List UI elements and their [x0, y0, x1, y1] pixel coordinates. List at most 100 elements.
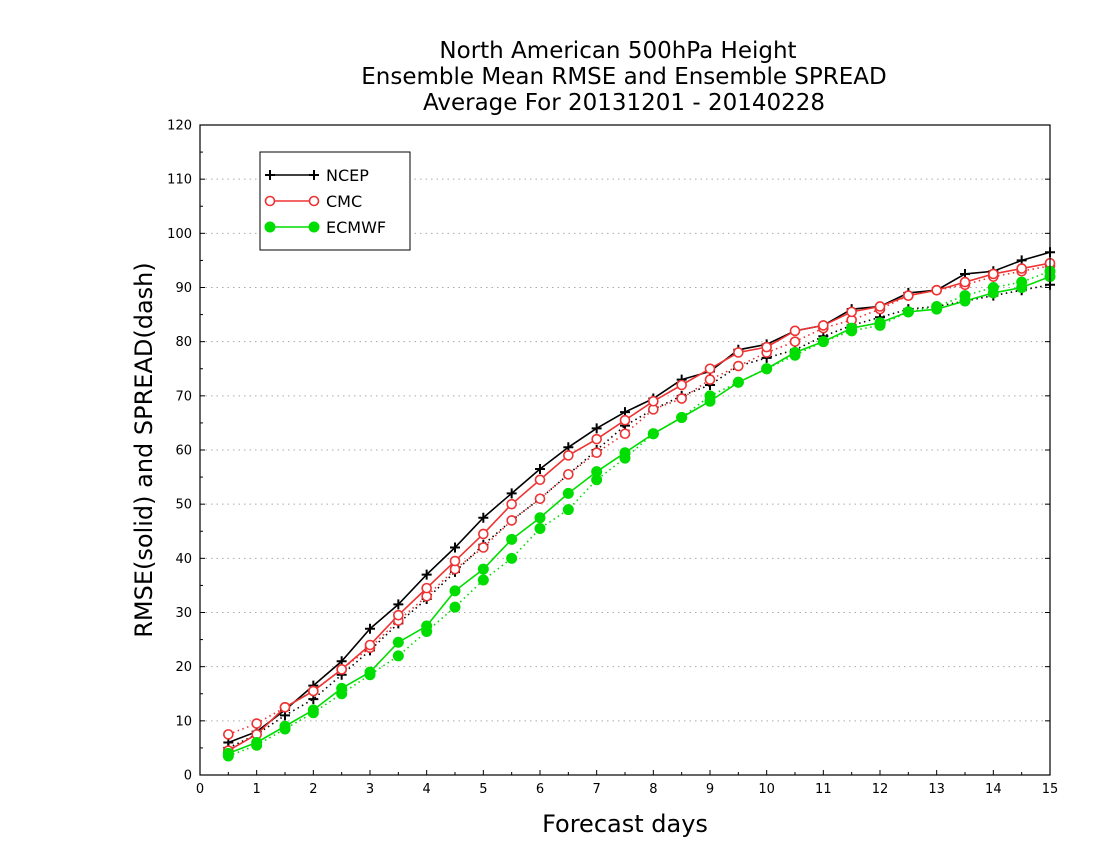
rmse-point-ecmwf: [676, 412, 688, 423]
y-tick-label: 20: [175, 660, 192, 675]
x-axis: 0 1 2 3 4 5 6 7 8 9 10 11 12 13 14 15: [196, 770, 1058, 797]
spread-point-cmc: [478, 542, 489, 553]
rmse-point-ecmwf: [392, 636, 404, 648]
rmse-line-ecmwf: [228, 275, 1051, 755]
rmse-point-cmc: [336, 664, 347, 675]
rmse-point-ecmwf: [1016, 282, 1028, 293]
y-tick-label: 60: [175, 444, 192, 459]
rmse-point-ecmwf: [534, 512, 546, 524]
rmse-point-cmc: [619, 414, 631, 426]
series-layer: [222, 247, 1056, 762]
rmse-point-cmc: [846, 306, 857, 318]
x-tick-label: 2: [309, 782, 317, 797]
rmse-point-ecmwf: [732, 376, 744, 388]
rmse-point-ecmwf: [449, 585, 461, 597]
spread-point-cmc: [676, 393, 687, 404]
legend-label-cmc: CMC: [326, 192, 362, 211]
legend-item-ecmwf: ECMWF: [264, 218, 386, 237]
rmse-point-ncep: [478, 512, 489, 523]
rmse-point-cmc: [931, 284, 942, 296]
series-ncep: [223, 247, 1055, 753]
rmse-point-ecmwf: [846, 322, 858, 334]
rmse-point-ecmwf: [477, 563, 489, 575]
rmse-point-ecmwf: [647, 428, 659, 440]
rmse-point-cmc: [733, 347, 744, 358]
chart-title-line-2: Ensemble Mean RMSE and Ensemble SPREAD: [361, 64, 886, 90]
spread-point-cmc: [733, 360, 744, 372]
x-tick-label: 11: [815, 782, 832, 797]
chart-title: North American 500hPa Height Ensemble Me…: [361, 38, 886, 116]
rmse-point-cmc: [279, 701, 291, 713]
rmse-point-cmc: [534, 474, 546, 486]
rmse-point-ecmwf: [364, 666, 376, 678]
x-axis-label: Forecast days: [542, 810, 708, 838]
rmse-point-ecmwf: [817, 336, 829, 348]
rmse-point-ecmwf: [619, 447, 631, 459]
rmse-point-cmc: [874, 301, 886, 312]
rmse-point-ncep: [365, 623, 375, 634]
rmse-point-cmc: [676, 379, 687, 391]
rmse-point-cmc: [478, 528, 489, 540]
legend-marker-ecmwf: [264, 221, 276, 233]
rmse-point-ncep: [535, 463, 545, 474]
legend-item-ncep: NCEP: [265, 166, 369, 185]
spread-point-cmc: [563, 469, 574, 480]
x-tick-label: 3: [366, 782, 374, 797]
rmse-line-ncep: [228, 251, 1051, 744]
rmse-point-ecmwf: [591, 466, 603, 478]
series-ecmwf: [222, 265, 1056, 762]
y-tick-label: 10: [175, 714, 192, 729]
rmse-point-cmc: [364, 639, 376, 651]
chart-title-line-1: North American 500hPa Height: [439, 38, 796, 64]
rmse-point-cmc: [761, 341, 772, 353]
rmse-point-ecmwf: [931, 303, 943, 315]
rmse-point-cmc: [648, 395, 659, 407]
spread-point-cmc: [789, 336, 801, 347]
rmse-point-ecmwf: [761, 363, 773, 375]
y-tick-label: 0: [184, 769, 192, 784]
y-tick-label: 70: [175, 389, 192, 404]
x-tick-label: 1: [253, 782, 261, 797]
spread-point-ecmwf: [534, 523, 546, 535]
x-tick-label: 15: [1042, 782, 1059, 797]
rmse-point-ecmwf: [506, 533, 518, 545]
rmse-point-ncep: [506, 488, 517, 499]
x-tick-label: 10: [758, 782, 775, 797]
rmse-point-ecmwf: [222, 747, 234, 759]
x-tick-label: 6: [536, 782, 544, 797]
legend-marker-cmc: [264, 195, 276, 207]
rmse-point-ecmwf: [421, 620, 433, 632]
spread-point-cmc: [534, 493, 546, 505]
rmse-point-ncep: [591, 423, 602, 434]
rmse-point-cmc: [1016, 263, 1027, 274]
spread-point-cmc: [506, 515, 517, 526]
rmse-point-cmc: [903, 290, 914, 301]
rmse-point-ecmwf: [959, 295, 971, 307]
rmse-point-cmc: [421, 582, 432, 594]
rmse-point-ecmwf: [279, 720, 291, 732]
spread-point-ecmwf: [506, 552, 518, 564]
rmse-point-ncep: [421, 569, 432, 580]
y-tick-label: 50: [175, 498, 192, 513]
spread-point-cmc: [591, 447, 602, 459]
x-tick-label: 7: [593, 782, 601, 797]
rmse-point-ecmwf: [307, 704, 319, 716]
rmse-point-ecmwf: [562, 487, 574, 499]
rmse-point-ecmwf: [251, 737, 263, 748]
y-tick-label: 120: [167, 119, 192, 134]
x-tick-label: 13: [928, 782, 945, 797]
rmse-point-cmc: [506, 498, 517, 510]
rmse-point-ecmwf: [902, 306, 914, 318]
spread-point-ecmwf: [392, 650, 404, 662]
spread-point-cmc: [704, 374, 716, 385]
rmse-point-ncep: [450, 542, 460, 553]
rmse-point-ecmwf: [336, 682, 348, 694]
rmse-point-ncep: [393, 599, 404, 610]
y-tick-label: 90: [175, 281, 192, 296]
rmse-point-cmc: [789, 325, 801, 337]
spread-line-cmc: [228, 265, 1051, 736]
y-axis: 0 10 20 30 40 50 60 70 80 90 100 110 120: [167, 119, 1050, 784]
y-tick-label: 40: [175, 552, 192, 567]
